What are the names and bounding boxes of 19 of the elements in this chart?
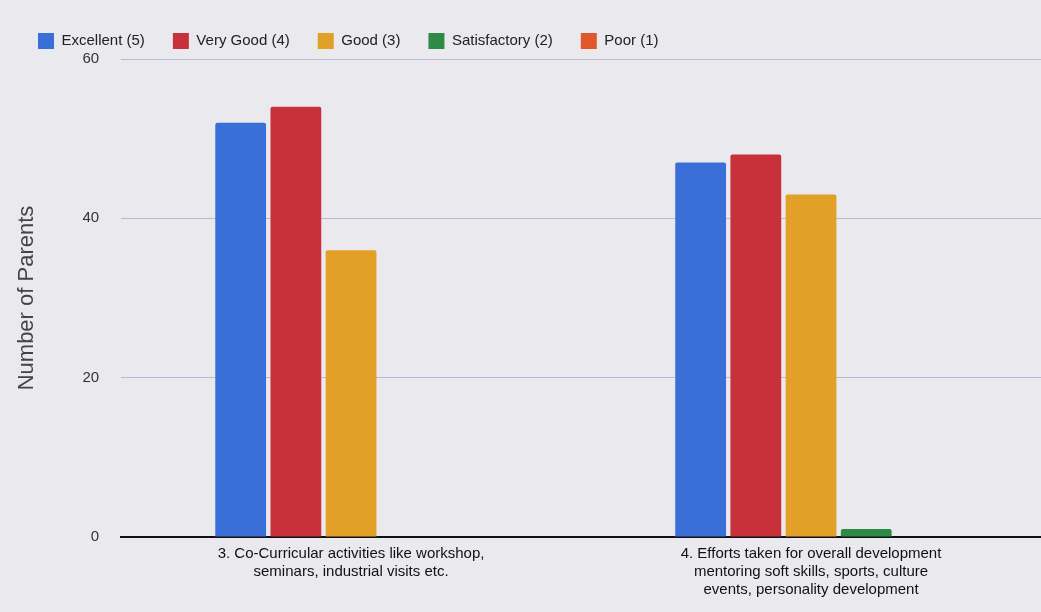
bar — [675, 162, 727, 537]
legend-label: Poor (1) — [604, 31, 659, 49]
bar — [730, 154, 782, 537]
y-tick-label: 40 — [82, 208, 100, 226]
bar — [270, 106, 322, 537]
y-tick-label: 0 — [90, 527, 100, 545]
y-axis-title: Number of Parents — [13, 205, 39, 391]
legend-label: Very Good (4) — [196, 31, 290, 49]
bar — [325, 250, 377, 537]
legend-label: Good (3) — [341, 31, 401, 49]
bar — [215, 122, 267, 537]
x-tick-label: 4. Efforts taken for overall development mentoring soft skills, sports, culture events, personality development — [680, 544, 943, 598]
legend-label: Excellent (5) — [61, 31, 145, 49]
y-tick-label: 60 — [82, 49, 100, 67]
y-tick-label: 20 — [82, 367, 100, 385]
x-tick-label: 3. Co-Curricular activities like workshop, seminars, industrial visits etc. — [217, 544, 485, 580]
bar — [840, 529, 892, 537]
legend-label: Satisfactory (2) — [451, 31, 553, 49]
bar — [785, 194, 837, 537]
